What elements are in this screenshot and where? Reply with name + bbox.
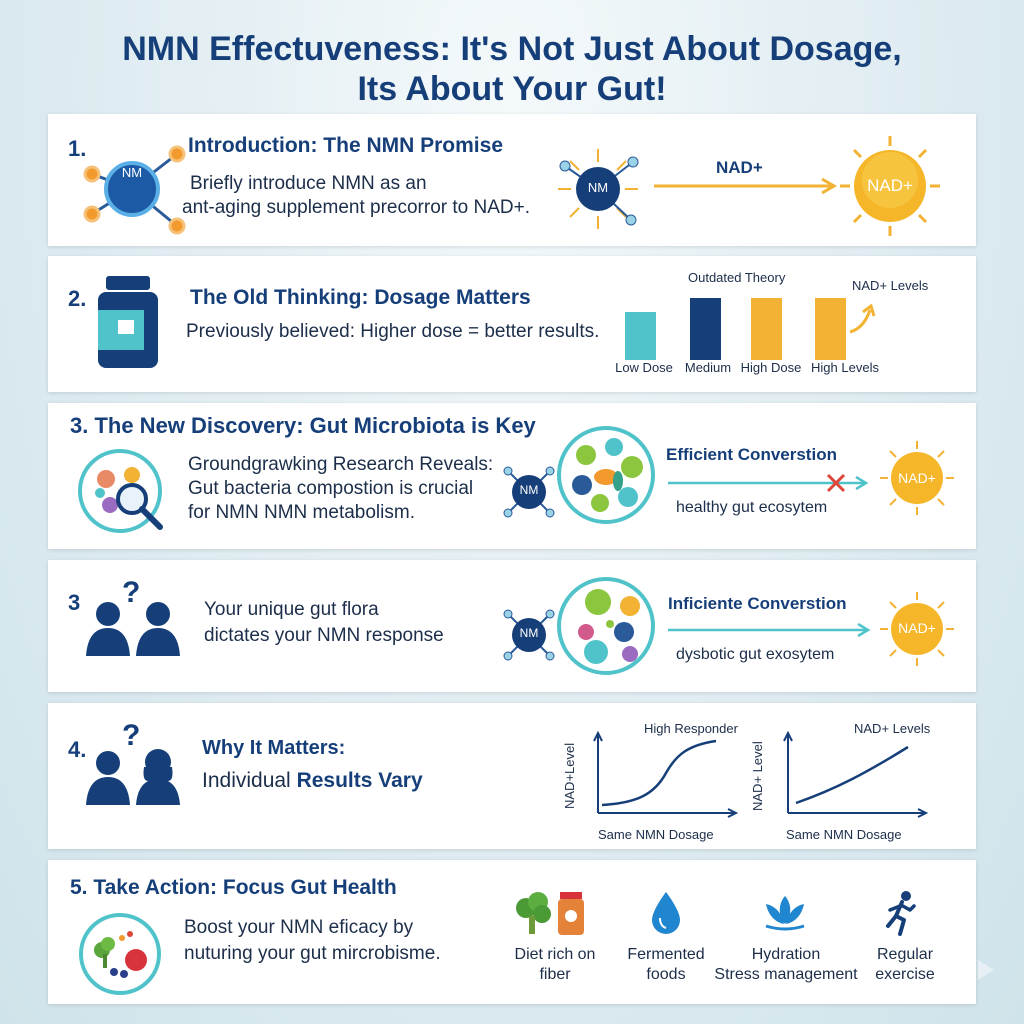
- nad-sun-icon-3b: [880, 592, 954, 666]
- section-3b-panel: 3 ? Your unique gut flora dictates your …: [48, 560, 976, 692]
- section-3-panel: 3. The New Discovery: Gut Microbiota is …: [48, 403, 976, 549]
- dosage-bar-chart: [625, 298, 876, 360]
- section-3b-number: 3: [68, 590, 81, 615]
- bar-label-high-dose: High Dose: [740, 360, 802, 375]
- nad-sun-icon-3: [880, 441, 954, 515]
- molecule-icon-label: NM: [121, 165, 143, 180]
- bar-high-dose: [751, 298, 782, 360]
- section-2-heading: The Old Thinking: Dosage Matters: [190, 286, 531, 309]
- running-person-icon: [886, 891, 916, 936]
- chart-1-high-responder: [593, 730, 739, 818]
- action-4-line1: Regular: [876, 946, 934, 963]
- broccoli-jar-icon: [516, 892, 584, 935]
- bar-label-medium: Medium: [684, 360, 732, 375]
- lotus-icon: [765, 896, 805, 931]
- section-4-heading: Why It Matters:: [202, 737, 346, 759]
- section-3-body-line2: Gut bacteria compostion is crucial: [188, 478, 474, 499]
- chart-1-curve: [601, 739, 717, 807]
- action-2-line1: Fermented: [627, 946, 705, 963]
- section-4-number: 4.: [68, 737, 87, 762]
- section-3-body-line3: for NMN NMN metabolism.: [188, 502, 415, 523]
- section-3-heading: 3. The New Discovery: Gut Microbiota is …: [70, 413, 536, 438]
- section-4-body: Individual Results Vary: [202, 769, 423, 792]
- action-3-line2: Stress management: [714, 966, 858, 983]
- arrow-label: NAD+: [716, 158, 763, 177]
- nmn-molecule-label: NM: [519, 483, 539, 497]
- conversion-arrow: [654, 177, 837, 195]
- dysbiotic-ecosystem-label: dysbotic gut exosytem: [676, 646, 835, 663]
- action-1-line2: fiber: [539, 966, 571, 983]
- nmn-sun-icon: [558, 149, 639, 229]
- two-people-icon: [86, 602, 180, 656]
- section-2-body: Previously believed: Higher dose = bette…: [186, 321, 600, 342]
- nmn-molecule-icon-3b: [503, 609, 555, 661]
- section-2-panel: 2. The Old Thinking: Dosage Matters Prev…: [48, 256, 976, 392]
- dysbiotic-gut-microbes-icon: [557, 577, 655, 675]
- healthy-ecosystem-label: healthy gut ecosytem: [676, 499, 828, 516]
- bar-high-levels: [815, 298, 846, 360]
- chart-2-nad-levels: [783, 730, 929, 818]
- bar-low-dose: [625, 312, 656, 360]
- chart-1-ylabel: NAD+Level: [562, 742, 577, 809]
- nad-sun-label: NAD+: [867, 176, 913, 195]
- efficient-conversion-label: Efficient Converstion: [666, 445, 837, 464]
- bar-label-high-levels: High Levels: [811, 360, 879, 375]
- chart-2-ylabel: NAD+ Level: [750, 741, 765, 811]
- section-3b-body-line2: dictates your NMN response: [204, 625, 444, 646]
- page-title-line2: Its About Your Gut!: [357, 70, 667, 108]
- action-2-line2: foods: [646, 966, 686, 983]
- chart-side-label: NAD+ Levels: [852, 278, 929, 293]
- question-mark: ?: [122, 576, 141, 609]
- chart-2-xlabel: Same NMN Dosage: [786, 827, 902, 842]
- section-5-body-line1: Boost your NMN eficacy by: [184, 917, 414, 938]
- dysbiotic-conversion-arrow: [668, 622, 871, 638]
- chart-title: Outdated Theory: [688, 270, 786, 285]
- section-1-heading: Introduction: The NMN Promise: [188, 134, 503, 157]
- section-5-heading: 5. Take Action: Focus Gut Health: [70, 876, 397, 899]
- bar-label-low-dose: Low Dose: [615, 360, 673, 375]
- chart-2-title: NAD+ Levels: [854, 721, 931, 736]
- section-1-body-line1: Briefly introduce NMN as an: [190, 173, 427, 194]
- question-mark-4: ?: [122, 719, 141, 752]
- two-people-icon-4: [86, 749, 180, 805]
- section-5-panel: 5. Take Action: Focus Gut Health Boost y…: [48, 860, 976, 1004]
- healthy-food-bowl-icon: [79, 913, 161, 995]
- section-4-panel: 4. ? Why It Matters: Individual Results …: [48, 703, 976, 849]
- nmn-sun-label: NM: [587, 180, 609, 195]
- section-1-body-line2: ant-aging supplement precorror to NAD+.: [182, 197, 530, 218]
- chart-2-curve: [795, 745, 909, 805]
- nad-sun-label-3b: NAD+: [898, 620, 936, 636]
- section-3b-body-line1: Your unique gut flora: [204, 599, 379, 620]
- action-4-line2: exercise: [875, 966, 935, 983]
- nad-sun-icon: [840, 136, 940, 236]
- chart-1-xlabel: Same NMN Dosage: [598, 827, 714, 842]
- healthy-conversion-arrow: [668, 473, 869, 493]
- supplement-bottle-icon: [98, 276, 158, 368]
- section-1-panel: 1. NM Introduction: The NMN Promise Brie…: [48, 114, 976, 246]
- nmn-molecule-label-3b: NM: [519, 626, 539, 640]
- molecule-icon: [83, 145, 186, 235]
- nad-sun-label-3: NAD+: [898, 470, 936, 486]
- page-title-line1: NMN Effectuveness: It's Not Just About D…: [122, 30, 902, 68]
- chart-1-title: High Responder: [644, 721, 738, 736]
- action-3-line1: Hydration: [751, 946, 821, 963]
- research-magnifier-icon: [78, 449, 163, 533]
- corner-arrow-icon: [978, 960, 994, 980]
- nmn-molecule-icon: [503, 466, 555, 518]
- healthy-gut-microbes-icon: [557, 426, 655, 524]
- bar-medium: [690, 298, 721, 360]
- inefficient-conversion-label: Inficiente Converstion: [668, 594, 847, 613]
- water-drop-icon: [652, 892, 680, 934]
- section-1-number: 1.: [68, 136, 87, 161]
- section-5-body-line2: nuturing your gut mircrobisme.: [184, 943, 441, 964]
- section-3-body-line1: Groundgrawking Research Reveals:: [188, 454, 494, 475]
- action-1-line1: Diet rich on: [514, 946, 596, 963]
- section-2-number: 2.: [68, 286, 87, 311]
